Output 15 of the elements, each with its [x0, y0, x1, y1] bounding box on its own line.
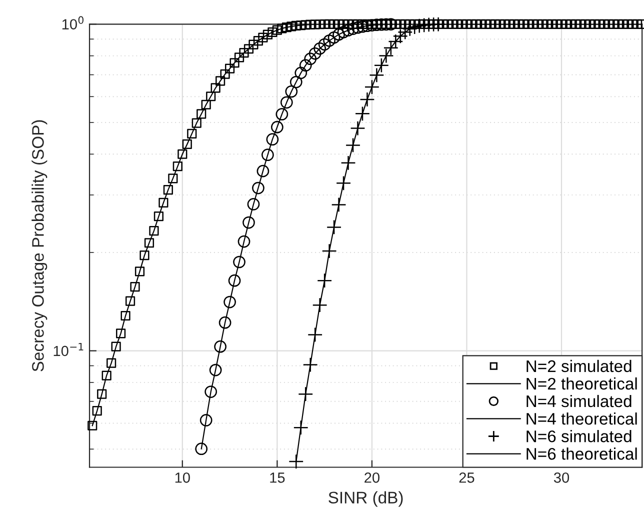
x-tick-label: 15 — [270, 472, 285, 483]
legend-label: N=4 theoretical — [526, 412, 637, 425]
legend-label: N=2 theoretical — [526, 377, 637, 390]
legend-label: N=6 theoretical — [526, 448, 637, 460]
y-axis-title: Secrecy Outage Probability (SOP) — [32, 120, 48, 372]
x-axis-title: SINR (dB) — [328, 491, 403, 507]
legend-label: N=4 simulated — [526, 394, 632, 408]
y-tick-label: 10$^{−1}$ — [54, 342, 84, 356]
x-tick-label: 25 — [459, 472, 474, 483]
x-tick-label: 30 — [554, 472, 570, 483]
y-tick-label: 10$^{0}$ — [62, 16, 84, 30]
x-tick-label: 10 — [175, 472, 190, 483]
legend-label: N=6 simulated — [526, 430, 632, 442]
legend-label: N=2 simulated — [526, 360, 632, 372]
x-tick-label: 20 — [364, 472, 380, 483]
